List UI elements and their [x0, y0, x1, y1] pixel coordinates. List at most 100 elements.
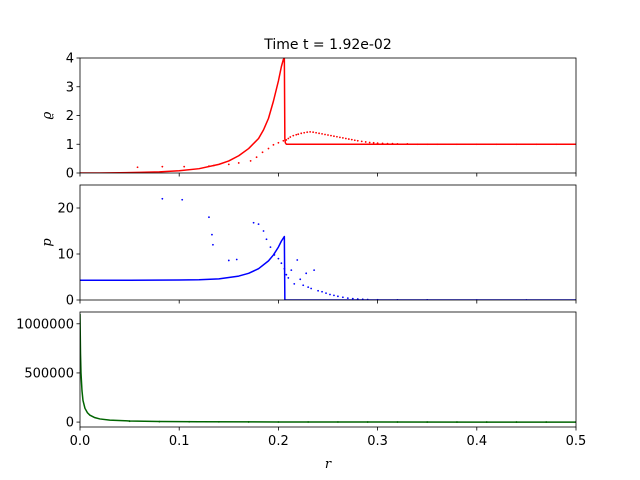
data-point [212, 243, 214, 246]
data-point [339, 136, 341, 139]
data-point [315, 131, 317, 134]
data-point [327, 134, 329, 136]
x-tick-label: 0.4 [466, 434, 487, 449]
x-tick-label: 0.5 [566, 434, 587, 449]
density-axis-label: ϱ [40, 111, 55, 119]
y-tick-label: 0 [66, 294, 74, 309]
data-point [285, 273, 288, 276]
data-point [249, 160, 252, 162]
pressure-panel: 0 10 20 p [40, 184, 577, 309]
data-point [341, 137, 344, 139]
data-point [237, 162, 240, 164]
data-point [305, 272, 308, 275]
data-point [313, 269, 316, 271]
data-point [368, 141, 371, 144]
data-point [364, 141, 367, 143]
series-line [80, 235, 576, 300]
data-point [280, 262, 283, 265]
plot-area [80, 58, 576, 173]
data-point [321, 290, 323, 293]
plot-area [80, 197, 576, 300]
data-point [302, 284, 305, 287]
data-point [136, 166, 139, 169]
data-point [372, 141, 375, 144]
data-point [287, 277, 290, 279]
series-line [80, 58, 576, 173]
data-point [257, 223, 260, 226]
data-point [312, 131, 315, 134]
data-point [318, 132, 320, 135]
y-tick-label: 500000 [24, 366, 74, 381]
y-tick-label: 1 [66, 138, 74, 153]
data-point [347, 138, 350, 140]
data-point [272, 143, 275, 146]
data-point [227, 163, 230, 166]
data-point [262, 230, 265, 232]
data-point [292, 134, 295, 137]
data-point [227, 259, 230, 262]
data-point [317, 289, 319, 292]
data-point [211, 233, 213, 236]
data-point [333, 294, 335, 297]
density-panel: 0 1 2 3 4 ϱ [40, 52, 577, 182]
data-point [161, 165, 164, 168]
data-point [161, 197, 164, 200]
data-point [310, 287, 313, 290]
data-point [325, 292, 327, 294]
data-point [255, 156, 258, 159]
pressure-axis-label: p [40, 238, 55, 247]
axes-frame [79, 311, 577, 428]
third-panel: 0 500000 1000000 0.0 0.1 0.2 0.3 0.4 0.5 [16, 311, 587, 449]
data-point [360, 140, 363, 143]
x-tick-label: 0.1 [169, 434, 190, 449]
data-point [330, 134, 332, 137]
y-tick-label: 20 [57, 202, 74, 217]
data-point [287, 137, 290, 140]
data-point [285, 139, 288, 141]
data-point [341, 296, 344, 299]
x-tick-label: 0.2 [268, 434, 289, 449]
data-point [265, 238, 268, 241]
data-point [267, 147, 270, 150]
data-point [289, 136, 292, 138]
data-point [235, 258, 238, 261]
data-point [336, 135, 338, 138]
x-tick-label: 0.3 [367, 434, 388, 449]
y-tick-label: 3 [66, 80, 74, 95]
data-point [353, 139, 356, 142]
data-point [208, 216, 210, 219]
y-tick-label: 4 [66, 52, 74, 67]
plot-area [80, 313, 576, 423]
x-tick-label: 0.0 [70, 434, 91, 449]
data-point [351, 297, 354, 300]
y-tick-label: 2 [66, 109, 74, 124]
y-tick-label: 1000000 [16, 317, 74, 332]
data-point [333, 135, 335, 138]
data-point [350, 138, 353, 141]
data-point [306, 131, 309, 134]
data-point [183, 165, 186, 168]
chart-title: Time t = 1.92e-02 [263, 37, 391, 53]
data-point [297, 133, 300, 136]
data-point [346, 297, 349, 300]
data-point [324, 133, 326, 136]
data-point [321, 133, 323, 135]
data-point [337, 295, 339, 298]
data-point [290, 269, 293, 271]
y-tick-label: 0 [66, 167, 74, 182]
data-point [329, 293, 331, 296]
data-point [282, 139, 285, 142]
data-point [252, 221, 255, 224]
data-point [296, 259, 299, 261]
data-point [293, 283, 296, 285]
data-point [344, 137, 347, 140]
data-point [309, 130, 312, 133]
data-point [303, 131, 306, 134]
x-axis-label: r [325, 457, 332, 472]
data-point [277, 257, 280, 260]
data-point [261, 151, 264, 154]
data-point [356, 139, 359, 142]
data-point [299, 278, 302, 281]
y-tick-label: 0 [66, 416, 74, 431]
